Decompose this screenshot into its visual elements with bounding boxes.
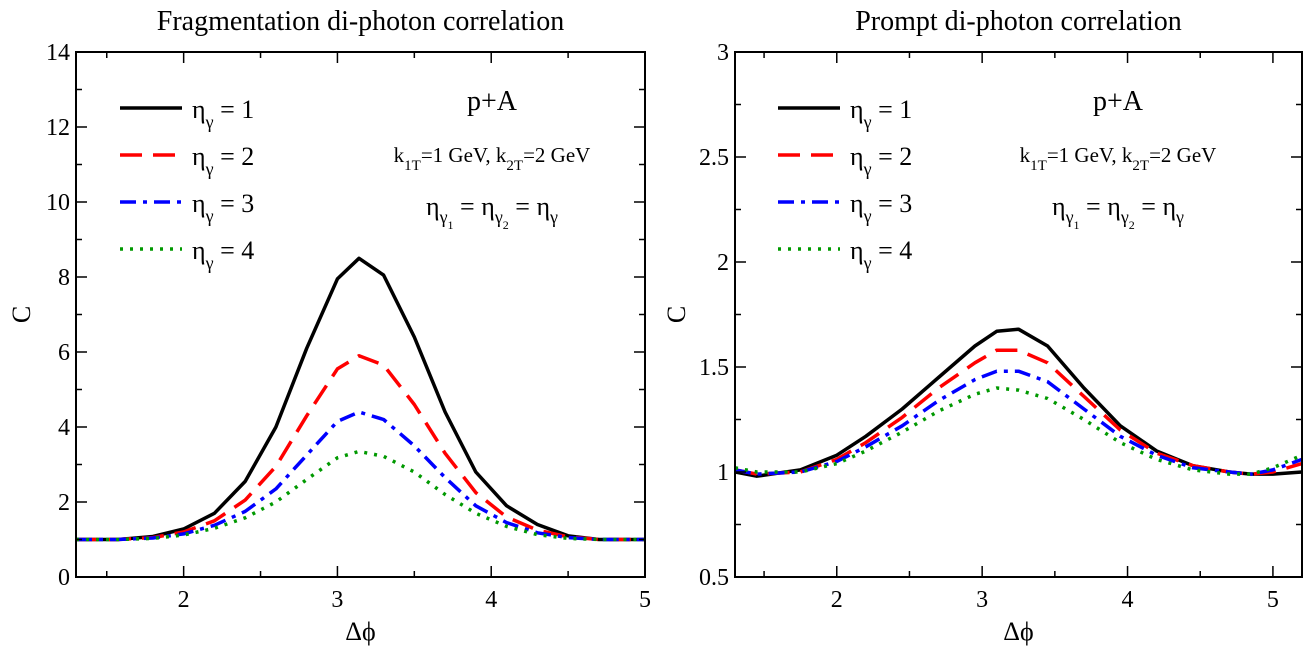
legend-label-eta-1: ηγ = 1 bbox=[850, 95, 912, 132]
series-line-eta-2 bbox=[76, 354, 645, 542]
legend-label-eta-1: ηγ = 1 bbox=[192, 95, 254, 132]
prompt-panel: Prompt di-photon correlation 2 3 4 5 0.5 1 1.5 2… bbox=[662, 6, 1303, 646]
x-tick-label: 4 bbox=[485, 587, 497, 613]
y-tick-label: 2.5 bbox=[699, 145, 729, 171]
x-tick-label: 3 bbox=[976, 587, 988, 613]
y-tick-label: 12 bbox=[46, 115, 70, 141]
legend-label-eta-4: ηγ = 4 bbox=[850, 236, 912, 273]
series-line-eta-4 bbox=[735, 386, 1302, 476]
legend: ηγ = 1 ηγ = 2 ηγ = 3 ηγ = 4 bbox=[778, 95, 912, 273]
x-tick-label: 5 bbox=[1267, 587, 1279, 613]
y-tick-label: 4 bbox=[58, 415, 70, 441]
y-tick-label: 1.5 bbox=[699, 355, 729, 381]
y-tick-label: 0 bbox=[58, 565, 70, 591]
chart-title: Fragmentation di-photon correlation bbox=[157, 6, 564, 37]
series-line-eta-3 bbox=[76, 410, 645, 542]
x-tick-label: 5 bbox=[639, 587, 651, 613]
annotation-momenta: k1T=1 GeV, k2T=2 GeV bbox=[1020, 143, 1217, 174]
plot-frame bbox=[734, 51, 1303, 578]
y-tick-label: 6 bbox=[58, 340, 70, 366]
x-tick-label: 2 bbox=[831, 587, 843, 613]
x-tick-label: 4 bbox=[1122, 587, 1134, 613]
series-line-eta-1 bbox=[76, 256, 645, 542]
y-tick-label: 2 bbox=[717, 250, 729, 276]
x-tick-label: 2 bbox=[178, 587, 190, 613]
series-line-eta-3 bbox=[735, 369, 1302, 476]
x-tick-label: 3 bbox=[331, 587, 343, 613]
legend-label-eta-2: ηγ = 2 bbox=[850, 142, 912, 179]
y-axis-label: C bbox=[662, 306, 691, 323]
y-tick-label: 0.5 bbox=[699, 565, 729, 591]
legend-label-eta-4: ηγ = 4 bbox=[192, 236, 254, 273]
x-axis-label: Δϕ bbox=[345, 617, 375, 646]
legend-label-eta-3: ηγ = 3 bbox=[192, 189, 254, 226]
annotation-system: p+A bbox=[1093, 86, 1144, 117]
annotation-rapidity: ηγ1 = ηγ2 = ηγ bbox=[426, 192, 558, 232]
y-tick-label: 14 bbox=[46, 40, 70, 66]
chart-title: Prompt di-photon correlation bbox=[855, 6, 1182, 37]
legend-label-eta-2: ηγ = 2 bbox=[192, 142, 254, 179]
y-tick-label: 1 bbox=[717, 460, 729, 486]
series-group bbox=[735, 327, 1302, 478]
series-line-eta-1 bbox=[735, 327, 1302, 478]
legend: ηγ = 1 ηγ = 2 ηγ = 3 ηγ = 4 bbox=[120, 95, 254, 273]
x-axis-label: Δϕ bbox=[1003, 617, 1033, 646]
fragmentation-panel: Fragmentation di-photon correlation 2 3 4 5 0… bbox=[7, 6, 651, 646]
y-tick-label: 3 bbox=[717, 40, 729, 66]
annotation-rapidity: ηγ1 = ηγ2 = ηγ bbox=[1052, 192, 1184, 232]
series-line-eta-2 bbox=[735, 348, 1302, 476]
annotation-momenta: k1T=1 GeV, k2T=2 GeV bbox=[394, 143, 591, 174]
y-tick-label: 8 bbox=[58, 265, 70, 291]
plot-frame bbox=[75, 51, 646, 578]
series-group bbox=[76, 256, 645, 542]
annotation-system: p+A bbox=[467, 86, 518, 117]
legend-label-eta-3: ηγ = 3 bbox=[850, 189, 912, 226]
y-tick-label: 10 bbox=[46, 190, 70, 216]
y-tick-label: 2 bbox=[58, 490, 70, 516]
series-line-eta-4 bbox=[76, 449, 645, 542]
y-axis-label: C bbox=[7, 306, 36, 323]
